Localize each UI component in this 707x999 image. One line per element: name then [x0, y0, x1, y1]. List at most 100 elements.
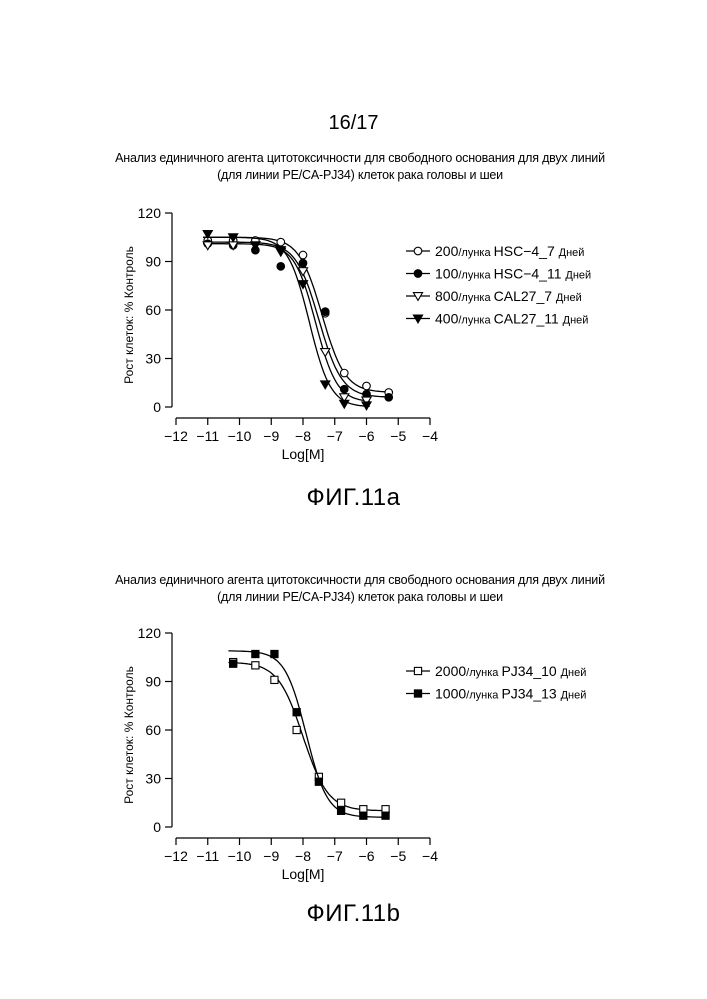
chart-a-legend-unit: /лунка	[458, 292, 493, 304]
chart-a-legend-suffix: Дней	[563, 315, 589, 327]
chart-a-legend-suffix: Дней	[565, 270, 591, 282]
chart-b-legend-marker	[414, 690, 421, 697]
chart-a-series-2	[203, 242, 371, 405]
chart-b-y-tick-label: 120	[138, 625, 162, 641]
chart-b-y-tick-label: 90	[145, 674, 161, 690]
chart-a-series-0	[203, 237, 393, 397]
chart-b-x-axis-label: Log[M]	[282, 866, 325, 882]
chart-a-series-1-point	[321, 308, 329, 316]
chart-b-series-0-fit-curve	[228, 663, 388, 811]
chart-a-x-tick-label: −6	[359, 428, 375, 444]
chart-a-title-line-2: (для линии PE/CA-PJ34) клеток рака голов…	[60, 167, 660, 184]
chart-b-y-axis-label: Рост клеток: % Контроль	[122, 666, 136, 804]
chart-a-legend-label: 200/лунка HSC−4_7 Дней	[435, 243, 584, 259]
chart-a-x-tick-label: −9	[263, 428, 279, 444]
chart-a-x-tick-label: −7	[327, 428, 343, 444]
chart-b-series-1-point	[271, 650, 278, 657]
chart-a-y-tick-label: 0	[153, 399, 161, 415]
page-number: 16/17	[0, 112, 707, 135]
chart-a-legend-label: 100/лунка HSC−4_11 Дней	[435, 266, 591, 282]
chart-a-legend-suffix: Дней	[556, 292, 582, 304]
chart-a-title-line-1: Анализ единичного агента цитотоксичности…	[60, 150, 660, 167]
chart-a-legend-name: CAL27_11	[494, 311, 563, 327]
chart-b-legend-label: 1000/лунка PJ34_13 Дней	[435, 686, 586, 702]
chart-a-series-3-point	[340, 400, 349, 408]
chart-a-y-axis-label: Рост клеток: % Контроль	[122, 246, 136, 384]
chart-b-x-tick-label: −5	[390, 848, 406, 864]
chart-a-y-tick-label: 30	[145, 351, 161, 367]
chart-b-y-tick-label: 0	[153, 819, 161, 835]
chart-b-legend-name: PJ34_10	[501, 663, 560, 679]
chart-b-x-tick-label: −10	[228, 848, 252, 864]
chart-a-legend-suffix: Дней	[559, 247, 585, 259]
chart-b-legend-prefix: 1000	[435, 686, 466, 702]
chart-a-x-tick-label: −11	[196, 428, 219, 444]
chart-a-x-tick-label: −4	[422, 428, 438, 444]
chart-a-legend-name: HSC−4_7	[494, 243, 559, 259]
chart-b-title: Анализ единичного агента цитотоксичности…	[60, 572, 660, 606]
chart-b-x-tick-label: −9	[263, 848, 279, 864]
chart-a-x-tick-label: −12	[164, 428, 188, 444]
chart-a-legend-entry-1: 100/лунка HSC−4_11 Дней	[406, 266, 591, 282]
chart-b-series-1-point	[382, 812, 389, 819]
chart-a-legend-unit: /лунка	[458, 247, 493, 259]
chart-b-series-0-point	[252, 662, 259, 669]
chart-a-figure-label: ФИГ.11a	[0, 484, 707, 512]
chart-b-x-tick-label: −8	[295, 848, 311, 864]
chart-b-series-1-point	[293, 709, 300, 716]
chart-a-series-2-fit-curve	[203, 244, 370, 402]
chart-a-series-1-point	[277, 263, 285, 271]
chart-b-legend-unit: /лунка	[466, 690, 501, 702]
chart-b-legend-suffix: Дней	[561, 690, 587, 702]
chart-a-series-3-point	[321, 381, 330, 389]
chart-a-series-0-point	[363, 382, 371, 390]
chart-a-x-tick-label: −8	[295, 428, 311, 444]
chart-b-legend-label: 2000/лунка PJ34_10 Дней	[435, 663, 586, 679]
chart-a-x-tick-label: −10	[228, 428, 252, 444]
chart-b-series-1-fit-curve	[228, 651, 388, 817]
chart-a-y-tick-label: 120	[138, 205, 162, 221]
chart-a-legend-prefix: 800	[435, 288, 459, 304]
chart-a-legend-unit: /лунка	[458, 270, 493, 282]
chart-a: 0306090120−12−11−10−9−8−7−6−5−4Log[M]Рос…	[0, 195, 707, 485]
chart-a-series-1-point	[299, 259, 307, 267]
chart-a-legend-marker	[414, 270, 422, 278]
chart-a-legend-label: 800/лунка CAL27_7 Дней	[435, 288, 582, 304]
chart-b-series-0-point	[293, 726, 300, 733]
chart-b-legend-entry-0: 2000/лунка PJ34_10 Дней	[406, 663, 586, 679]
chart-a-legend-name: CAL27_7	[494, 288, 556, 304]
chart-b-legend-entry-1: 1000/лунка PJ34_13 Дней	[406, 686, 586, 702]
chart-b-x-tick-label: −7	[327, 848, 343, 864]
chart-a-legend-name: HSC−4_11	[494, 266, 566, 282]
chart-b-series-1-point	[360, 812, 367, 819]
chart-b-y-tick-label: 60	[145, 722, 161, 738]
chart-a-legend-prefix: 100	[435, 266, 459, 282]
chart-b-y-tick-label: 30	[145, 771, 161, 787]
chart-a-series-0-point	[340, 369, 348, 377]
chart-a-series-0-point	[277, 238, 285, 246]
chart-a-legend-entry-0: 200/лунка HSC−4_7 Дней	[406, 243, 584, 259]
chart-a-legend-prefix: 200	[435, 243, 459, 259]
chart-b-series-0	[228, 659, 389, 813]
chart-a-legend-entry-2: 800/лунка CAL27_7 Дней	[406, 288, 582, 304]
chart-b-series-0-point	[271, 676, 278, 683]
chart-a-legend-unit: /лунка	[458, 315, 493, 327]
chart-a-y-tick-label: 60	[145, 302, 161, 318]
chart-b-series-1-point	[230, 660, 237, 667]
chart-b-x-tick-label: −6	[359, 848, 375, 864]
chart-b-x-tick-label: −11	[196, 848, 219, 864]
chart-b-series-1	[228, 650, 389, 819]
chart-b: 0306090120−12−11−10−9−8−7−6−5−4Log[M]Рос…	[0, 615, 707, 905]
chart-b-title-line-2: (для линии PE/CA-PJ34) клеток рака голов…	[60, 589, 660, 606]
chart-b-legend-marker	[414, 667, 421, 674]
chart-a-series-3-fit-curve	[203, 237, 370, 406]
chart-a-series-1-fit-curve	[203, 242, 392, 397]
chart-a-series-1	[203, 240, 393, 401]
chart-a-x-tick-label: −5	[390, 428, 406, 444]
chart-b-x-tick-label: −12	[164, 848, 188, 864]
chart-b-legend-unit: /лунка	[466, 667, 501, 679]
chart-a-series-0-fit-curve	[203, 237, 392, 392]
chart-b-series-0-point	[338, 799, 345, 806]
chart-a-legend-marker	[414, 247, 422, 255]
chart-b-legend-name: PJ34_13	[501, 686, 560, 702]
